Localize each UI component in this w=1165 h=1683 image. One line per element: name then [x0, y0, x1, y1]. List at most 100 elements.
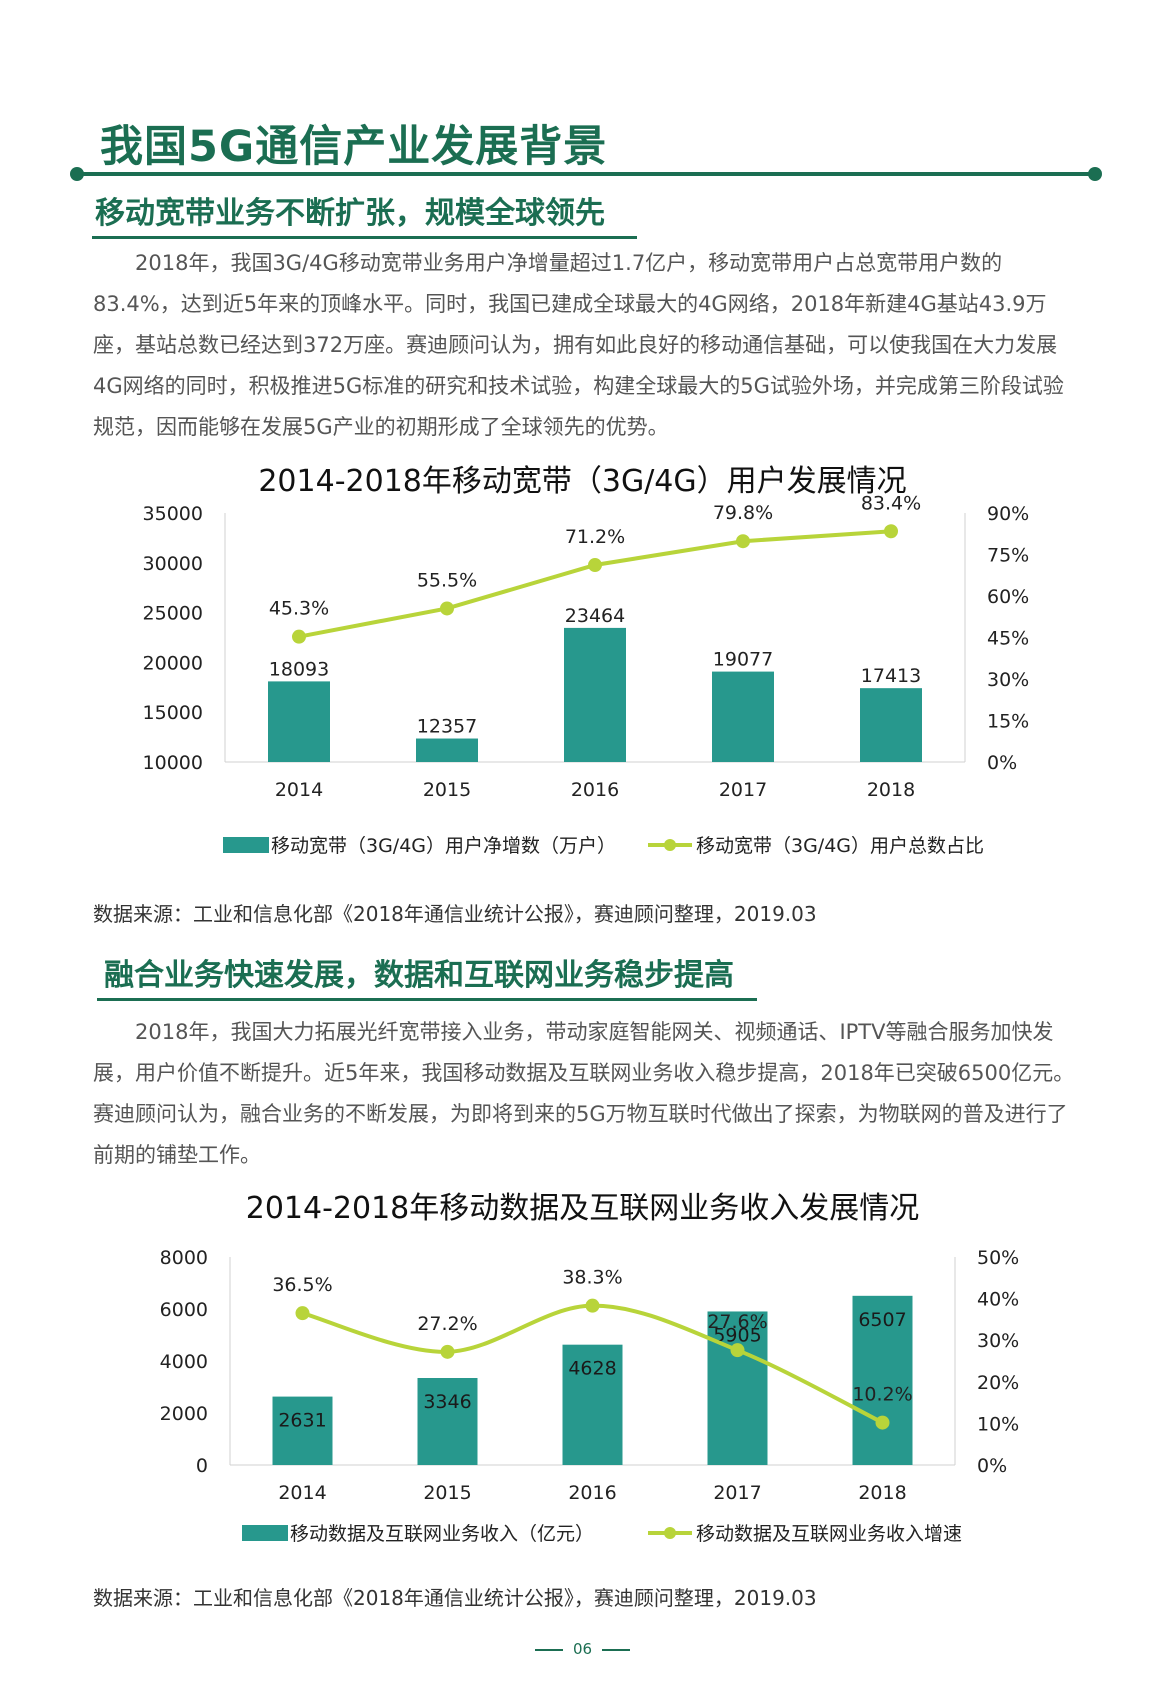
y2-tick-label: 45% [987, 628, 1029, 650]
y-tick-label: 35000 [143, 503, 203, 525]
bar [860, 688, 922, 762]
line-value-label: 79.8% [713, 502, 773, 524]
x-tick-label: 2014 [275, 779, 323, 801]
y2-tick-label: 0% [987, 752, 1017, 774]
footer-left-line [534, 1648, 563, 1651]
y2-tick-label: 15% [987, 711, 1029, 733]
page-number: 06 [572, 1640, 593, 1658]
section1-heading: 移动宽带业务不断扩张，规模全球领先 [95, 196, 605, 231]
chart1-title: 2014-2018年移动宽带（3G/4G）用户发展情况 [258, 464, 907, 499]
y-tick-label: 25000 [143, 603, 203, 625]
y2-tick-label: 50% [977, 1247, 1019, 1269]
title-rule [75, 172, 1095, 176]
line-value-label: 36.5% [272, 1274, 332, 1296]
page-footer: 06 [0, 1640, 1165, 1658]
legend-line-label: 移动宽带（3G/4G）用户总数占比 [696, 835, 984, 857]
y-tick-label: 10000 [143, 752, 203, 774]
line-point [730, 1343, 745, 1358]
x-tick-label: 2017 [713, 1482, 761, 1504]
y2-tick-label: 20% [977, 1372, 1019, 1394]
footer-right-line [602, 1648, 631, 1651]
line-point [875, 1415, 890, 1430]
y-tick-label: 2000 [160, 1403, 208, 1425]
line-point [736, 534, 750, 549]
line-point [292, 629, 306, 644]
bar-value-label: 2631 [278, 1410, 326, 1432]
section2-paragraph: 2018年，我国大力拓展光纤宽带接入业务，带动家庭智能网关、视频通话、IPTV等… [93, 1020, 1075, 1167]
line-point [585, 1298, 600, 1313]
bar [564, 627, 626, 762]
section1-heading-rule [92, 236, 637, 239]
line-point [884, 524, 898, 539]
y-tick-label: 30000 [143, 553, 203, 575]
section2-heading: 融合业务快速发展，数据和互联网业务稳步提高 [104, 958, 734, 993]
bar-value-label: 6507 [858, 1309, 906, 1331]
line-value-label: 38.3% [562, 1267, 622, 1289]
bar [562, 1344, 623, 1465]
section2-source: 数据来源：工业和信息化部《2018年通信业统计公报》，赛迪顾问整理，2019.0… [93, 1586, 817, 1610]
page-title: 我国5G通信产业发展背景 [100, 122, 608, 172]
bar-value-label: 4628 [568, 1358, 616, 1380]
bar [268, 681, 330, 762]
legend-bar-swatch [242, 1525, 288, 1541]
x-tick-label: 2018 [867, 779, 915, 801]
bar [852, 1295, 913, 1465]
y-tick-label: 6000 [160, 1299, 208, 1321]
bar [417, 1378, 478, 1465]
y-tick-label: 4000 [160, 1351, 208, 1373]
line-value-label: 45.3% [269, 598, 329, 620]
line-point [440, 1344, 455, 1359]
x-tick-label: 2015 [423, 779, 471, 801]
title-rule-right-dot [1088, 167, 1102, 181]
y2-tick-label: 60% [987, 586, 1029, 608]
bar [416, 738, 478, 762]
legend-bar-swatch [223, 837, 269, 853]
legend-bar-label: 移动宽带（3G/4G）用户净增数（万户） [271, 835, 616, 857]
y2-tick-label: 30% [977, 1330, 1019, 1352]
section2-heading-rule [97, 998, 757, 1001]
x-tick-label: 2014 [278, 1482, 326, 1504]
y2-tick-label: 30% [987, 669, 1029, 691]
y2-tick-label: 90% [987, 503, 1029, 525]
bar-value-label: 18093 [269, 658, 329, 680]
y2-tick-label: 75% [987, 545, 1029, 567]
line-point [440, 601, 454, 616]
line-value-label: 27.6% [707, 1311, 767, 1333]
x-tick-label: 2018 [858, 1482, 906, 1504]
y2-tick-label: 40% [977, 1289, 1019, 1311]
y-tick-label: 15000 [143, 702, 203, 724]
legend-line-label: 移动数据及互联网业务收入增速 [696, 1523, 962, 1545]
y-tick-label: 8000 [160, 1247, 208, 1269]
line-point [588, 558, 602, 573]
line-value-label: 83.4% [861, 492, 921, 514]
line-value-label: 27.2% [417, 1313, 477, 1335]
chart2: 0 2000 4000 6000 8000 0% 10% 20% 30% 40% 50% 2631 20… [160, 1247, 1020, 1545]
bar [707, 1311, 768, 1465]
x-tick-label: 2016 [571, 779, 619, 801]
y2-tick-label: 0% [977, 1455, 1007, 1477]
y-tick-label: 20000 [143, 652, 203, 674]
bar [272, 1396, 333, 1465]
bar-value-label: 12357 [417, 716, 477, 738]
title-rule-left-dot [70, 167, 84, 181]
bar [712, 671, 774, 762]
bar-value-label: 23464 [565, 605, 625, 627]
bar-value-label: 17413 [861, 665, 921, 687]
bar-value-label: 19077 [713, 649, 773, 671]
x-tick-label: 2016 [568, 1482, 616, 1504]
bar-value-label: 3346 [423, 1391, 471, 1413]
line-value-label: 10.2% [852, 1384, 912, 1406]
y-tick-label: 0 [196, 1455, 208, 1477]
line-point [295, 1306, 310, 1321]
x-tick-label: 2017 [719, 779, 767, 801]
bar-value-label: 5905 [713, 1324, 761, 1346]
legend-bar-label: 移动数据及互联网业务收入（亿元） [290, 1523, 594, 1545]
legend-line-marker [664, 839, 676, 851]
x-tick-label: 2015 [423, 1482, 471, 1504]
chart1: 10000 15000 20000 25000 30000 35000 0% 15% 30% 45… [143, 492, 1030, 857]
y2-tick-label: 10% [977, 1413, 1019, 1435]
line-value-label: 55.5% [417, 569, 477, 591]
section1-paragraph: 2018年，我国3G/4G移动宽带业务用户净增量超过1.7亿户，移动宽带用户占总… [93, 251, 1064, 439]
legend-line-marker [664, 1527, 676, 1539]
chart2-title: 2014-2018年移动数据及互联网业务收入发展情况 [245, 1191, 920, 1226]
